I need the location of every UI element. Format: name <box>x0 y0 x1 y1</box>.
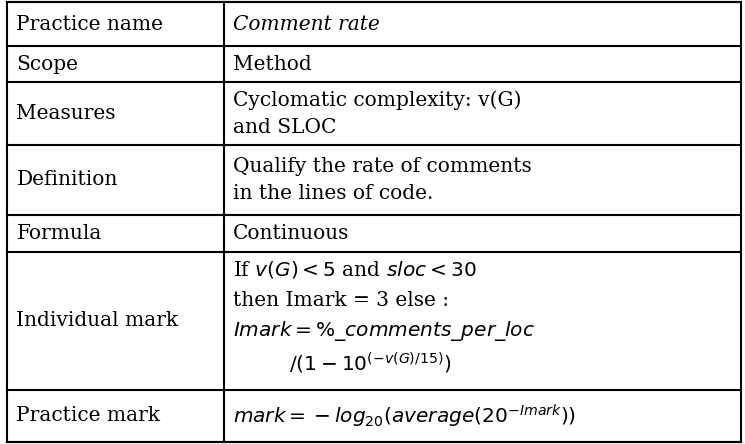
Text: Scope: Scope <box>16 55 78 74</box>
Text: Practice mark: Practice mark <box>16 406 160 425</box>
Text: then Imark = 3 else :: then Imark = 3 else : <box>233 291 449 310</box>
Text: $mark = -log_{20}(average(20^{-Imark}))$: $mark = -log_{20}(average(20^{-Imark}))$ <box>233 402 576 430</box>
Text: Cyclomatic complexity: v(G)
and SLOC: Cyclomatic complexity: v(G) and SLOC <box>233 90 522 137</box>
Text: Method: Method <box>233 55 311 74</box>
Text: Practice name: Practice name <box>16 15 163 34</box>
Text: Individual mark: Individual mark <box>16 311 179 330</box>
Text: Formula: Formula <box>16 224 102 243</box>
Text: If $v(G) < 5$ and $sloc < 30$: If $v(G) < 5$ and $sloc < 30$ <box>233 259 477 280</box>
Text: $/(1 - 10^{(-v(G)/15)})$: $/(1 - 10^{(-v(G)/15)})$ <box>289 351 451 376</box>
Text: $Imark = \%\_comments\_per\_loc$: $Imark = \%\_comments\_per\_loc$ <box>233 319 535 343</box>
Text: Definition: Definition <box>16 170 118 190</box>
Text: Measures: Measures <box>16 104 116 123</box>
Text: Qualify the rate of comments
in the lines of code.: Qualify the rate of comments in the line… <box>233 157 532 203</box>
Text: Continuous: Continuous <box>233 224 349 243</box>
Text: Comment rate: Comment rate <box>233 15 380 34</box>
